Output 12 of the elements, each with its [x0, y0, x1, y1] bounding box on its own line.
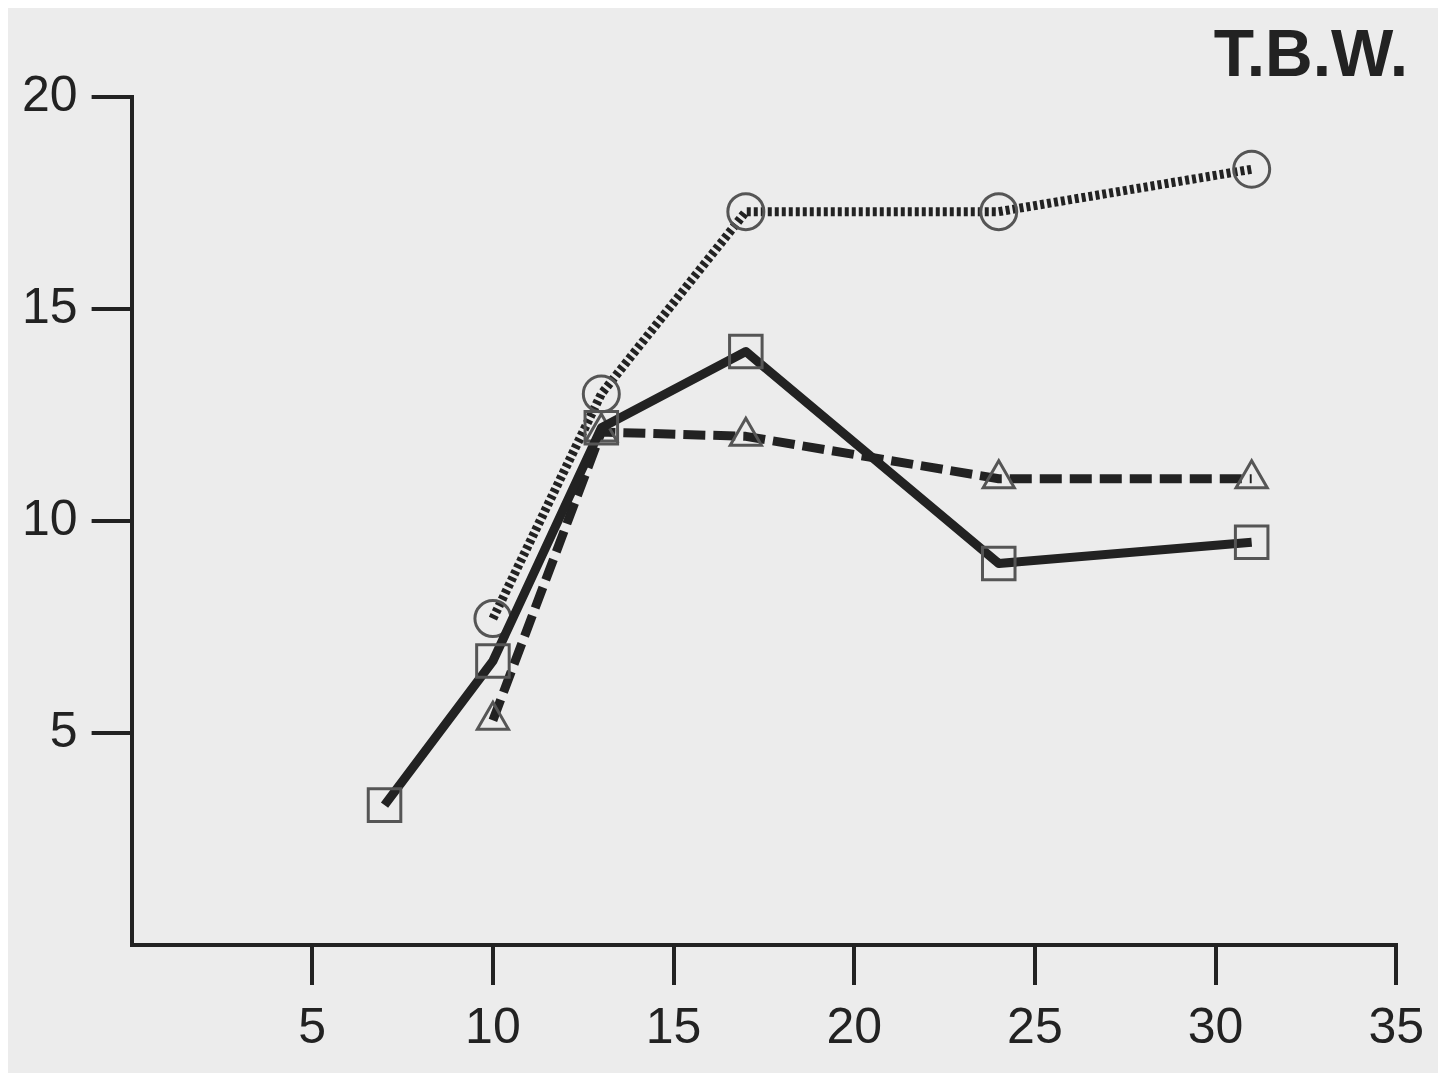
- x-tick-label: 20: [826, 997, 883, 1054]
- y-tick-label: 15: [21, 277, 78, 334]
- y-tick-label: 20: [21, 65, 78, 122]
- x-tick-label: 30: [1187, 997, 1244, 1054]
- x-tick-label: 35: [1368, 997, 1424, 1054]
- x-tick-label: 25: [1007, 997, 1063, 1054]
- x-tick-label: 15: [645, 997, 702, 1054]
- y-tick-label: 10: [21, 489, 78, 546]
- x-tick-label: 5: [298, 997, 327, 1054]
- x-tick-label: 10: [465, 997, 521, 1054]
- y-tick-label: 5: [49, 701, 78, 758]
- chart-title: T.B.W.: [1213, 15, 1408, 90]
